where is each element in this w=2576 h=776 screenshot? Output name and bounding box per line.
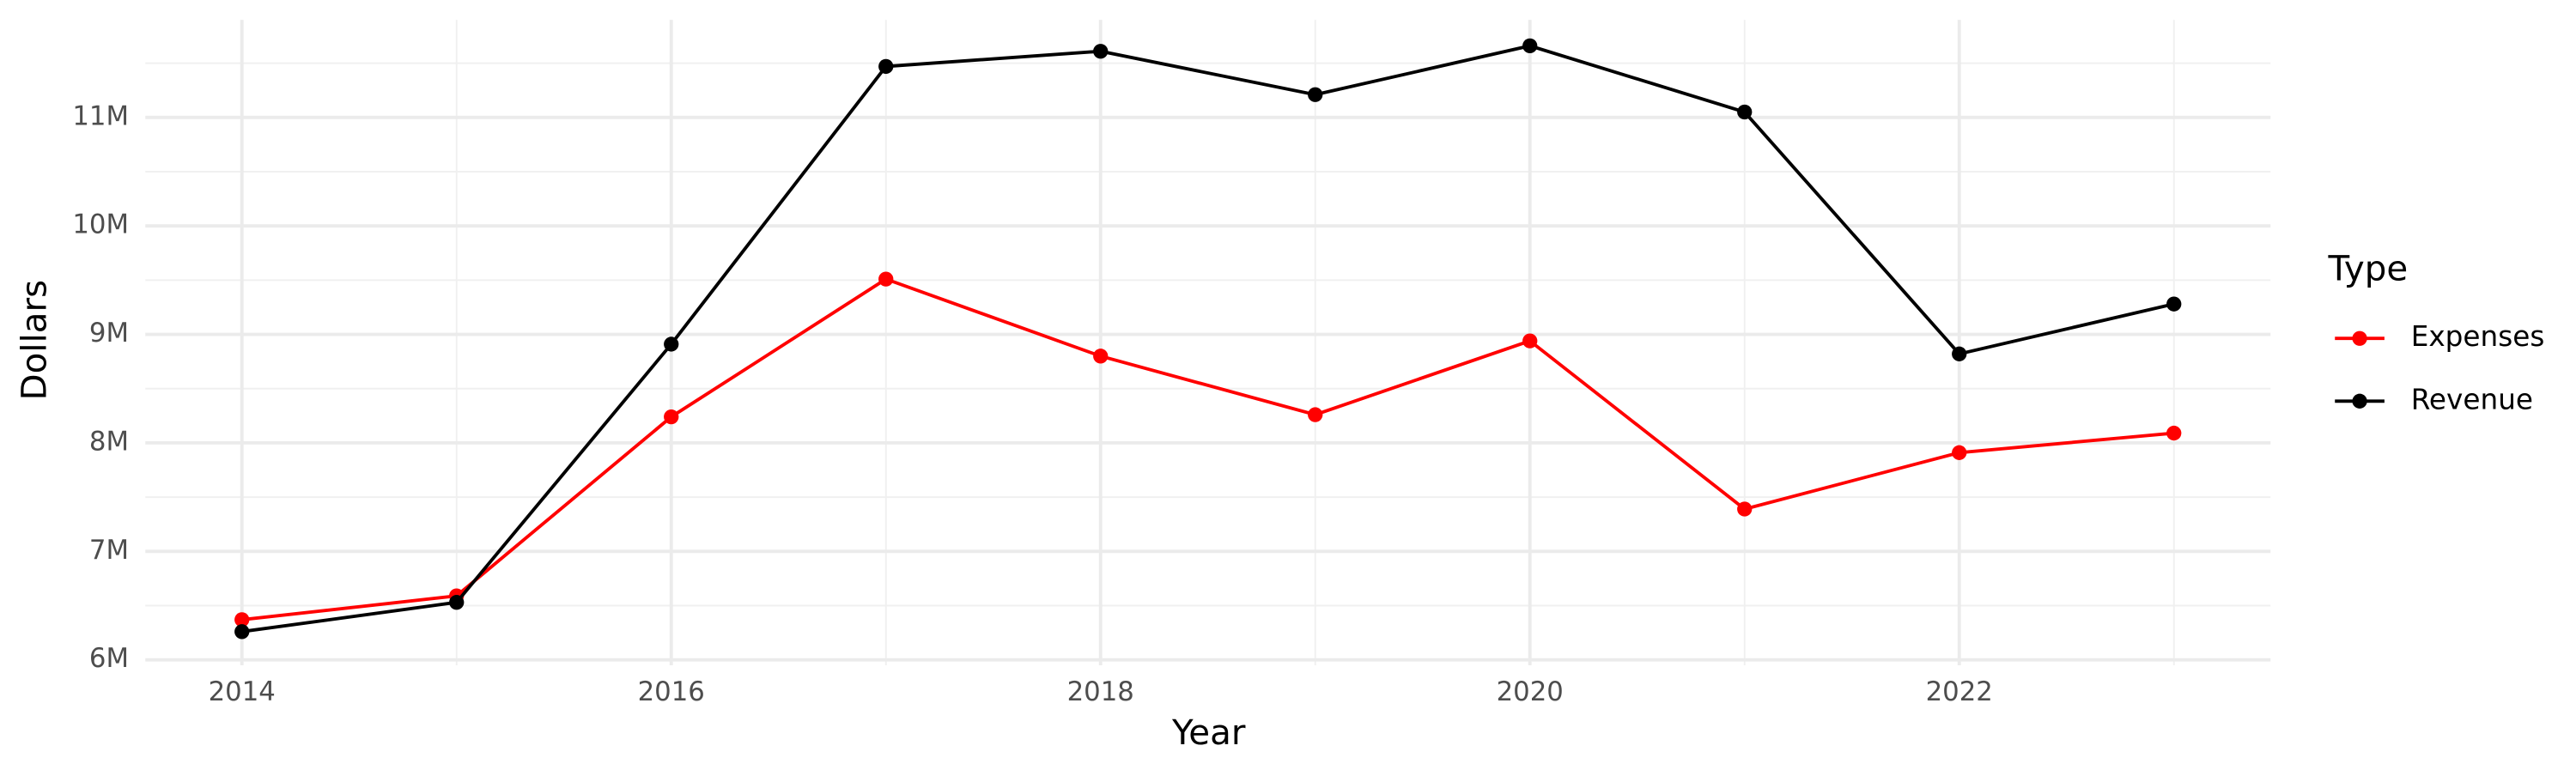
legend-key-point (2352, 393, 2367, 409)
y-tick-label: 11M (72, 100, 129, 131)
data-point (2166, 296, 2182, 312)
data-point (1308, 407, 1323, 422)
data-point (234, 624, 250, 640)
data-point (664, 336, 679, 352)
data-point (1952, 346, 1967, 361)
data-point (449, 595, 465, 610)
data-point (878, 271, 894, 287)
x-tick-label: 2014 (209, 676, 276, 707)
data-point (1522, 38, 1538, 54)
series-line (241, 44, 2175, 634)
data-point (1093, 44, 1109, 59)
data-point (1093, 349, 1109, 364)
data-point (1737, 501, 1753, 517)
data-point (234, 612, 250, 627)
data-point (2166, 425, 2182, 441)
data-point (1737, 104, 1753, 120)
data-point (664, 409, 679, 425)
y-tick-label: 10M (72, 209, 129, 240)
x-tick-label: 2020 (1497, 676, 1564, 707)
data-point (878, 58, 894, 75)
x-tick-label: 2022 (1926, 676, 1993, 707)
series-line (241, 276, 2174, 621)
legend-title: Type (2328, 248, 2409, 288)
x-tick-label: 2018 (1067, 676, 1134, 707)
data-point (1308, 87, 1323, 102)
y-tick-label: 6M (89, 643, 129, 674)
y-axis-title: Dollars (14, 280, 54, 401)
legend-label: Expenses (2411, 320, 2545, 353)
y-tick-label: 8M (89, 426, 129, 457)
data-point (1952, 445, 1967, 460)
x-tick-label: 2016 (638, 676, 705, 707)
y-tick-label: 7M (89, 535, 129, 566)
x-axis-title: Year (1171, 712, 1246, 753)
y-tick-label: 9M (89, 318, 129, 349)
data-point (1522, 333, 1538, 349)
legend-label: Revenue (2411, 383, 2533, 415)
legend-key-point (2352, 330, 2367, 346)
